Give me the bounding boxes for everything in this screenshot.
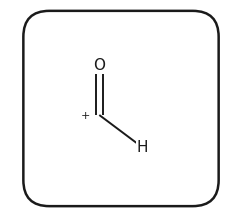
Text: +: + — [81, 111, 90, 121]
Text: H: H — [137, 140, 148, 155]
Text: O: O — [93, 58, 105, 73]
FancyBboxPatch shape — [23, 11, 219, 206]
